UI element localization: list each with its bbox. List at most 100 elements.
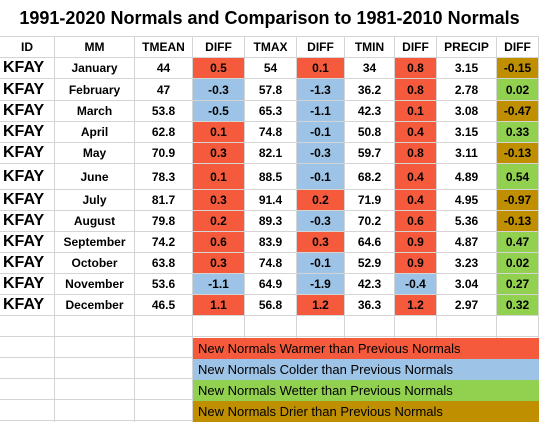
table-cell: 3.15 [437,122,497,143]
table-cell: 44 [135,58,193,79]
station-id: KFAY [0,253,55,274]
station-id: KFAY [0,79,55,101]
table-cell: July [55,190,135,211]
table-cell: -0.13 [497,211,539,232]
table-cell: 4.95 [437,190,497,211]
table-cell: November [55,274,135,295]
station-id: KFAY [0,58,55,79]
table-cell: 2.97 [437,295,497,316]
table-cell: 65.3 [245,101,297,122]
table-cell: October [55,253,135,274]
station-id: KFAY [0,232,55,253]
station-id: KFAY [0,143,55,164]
table-cell: 0.02 [497,253,539,274]
column-header: DIFF [193,36,245,58]
table-cell: 82.1 [245,143,297,164]
table-cell: 0.3 [193,253,245,274]
table-cell: 0.8 [395,143,437,164]
empty-cell [135,400,193,421]
empty-cell [0,316,55,337]
table-cell: -0.97 [497,190,539,211]
table-cell: 0.02 [497,79,539,101]
table-cell: 4.87 [437,232,497,253]
station-id: KFAY [0,164,55,190]
table-cell: 1.2 [395,295,437,316]
table-cell: -0.3 [193,79,245,101]
table-cell: -0.3 [297,143,345,164]
table-cell: 64.9 [245,274,297,295]
table-cell: 0.8 [395,79,437,101]
table-cell: -0.47 [497,101,539,122]
table-cell: 50.8 [345,122,395,143]
table-cell: 47 [135,79,193,101]
table-cell: February [55,79,135,101]
table-cell: 1.2 [297,295,345,316]
table-cell: 0.9 [395,253,437,274]
table-cell: August [55,211,135,232]
table-cell: -0.13 [497,143,539,164]
table-cell: -0.1 [297,164,345,190]
table-cell: 0.9 [395,232,437,253]
table-cell: 0.1 [193,122,245,143]
table-cell: 0.4 [395,122,437,143]
station-id: KFAY [0,122,55,143]
table-cell: 0.1 [193,164,245,190]
legend-entry: New Normals Colder than Previous Normals [193,359,539,380]
table-cell: 0.1 [395,101,437,122]
table-cell: 0.47 [497,232,539,253]
table-cell: 0.4 [395,190,437,211]
table-cell: 70.2 [345,211,395,232]
table-cell: 42.3 [345,274,395,295]
station-id: KFAY [0,274,55,295]
table-cell: 0.6 [193,232,245,253]
table-cell: 59.7 [345,143,395,164]
table-cell: 1.1 [193,295,245,316]
table-cell: 88.5 [245,164,297,190]
empty-cell [135,358,193,379]
table-cell: 4.89 [437,164,497,190]
table-cell: 74.8 [245,122,297,143]
station-id: KFAY [0,101,55,122]
table-cell: 0.1 [297,58,345,79]
legend-entry: New Normals Drier than Previous Normals [193,401,539,422]
table-cell: 63.8 [135,253,193,274]
table-cell: 71.9 [345,190,395,211]
column-header: ID [0,36,55,58]
table-cell: 0.5 [193,58,245,79]
column-header: TMEAN [135,36,193,58]
table-cell: 0.3 [193,143,245,164]
table-cell: 3.23 [437,253,497,274]
table-cell: 0.3 [297,232,345,253]
table-cell: 56.8 [245,295,297,316]
table-cell: 0.33 [497,122,539,143]
table-cell: January [55,58,135,79]
empty-cell [55,337,135,358]
table-cell: December [55,295,135,316]
station-id: KFAY [0,295,55,316]
table-cell: 0.27 [497,274,539,295]
table-cell: 3.15 [437,58,497,79]
table-cell: 57.8 [245,79,297,101]
table-cell: 53.8 [135,101,193,122]
table-cell: June [55,164,135,190]
station-id: KFAY [0,190,55,211]
table-cell: 0.54 [497,164,539,190]
empty-cell [55,316,135,337]
table-cell: 79.8 [135,211,193,232]
empty-cell [0,379,55,400]
table-cell: 74.8 [245,253,297,274]
empty-cell [497,316,539,337]
table-cell: -1.3 [297,79,345,101]
table-cell: 81.7 [135,190,193,211]
table-cell: 64.6 [345,232,395,253]
table-cell: -1.9 [297,274,345,295]
table-cell: 46.5 [135,295,193,316]
empty-cell [345,316,395,337]
column-header: TMAX [245,36,297,58]
table-cell: -1.1 [193,274,245,295]
table-cell: 54 [245,58,297,79]
table-cell: -1.1 [297,101,345,122]
empty-cell [55,358,135,379]
column-header: MM [55,36,135,58]
